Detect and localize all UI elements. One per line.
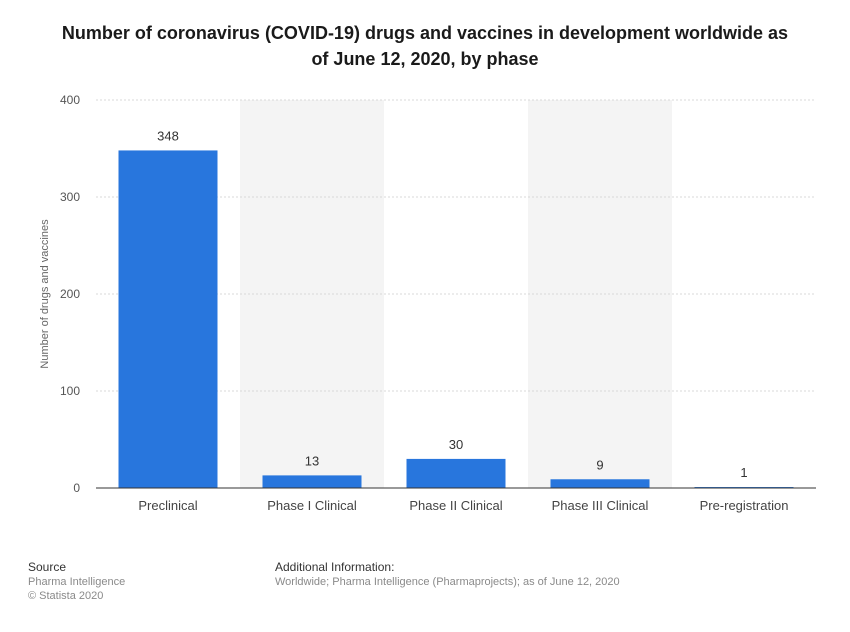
x-tick-label-1: Phase I Clinical — [267, 498, 357, 513]
data-label-0: 348 — [157, 128, 179, 143]
x-tick-label-2: Phase II Clinical — [409, 498, 502, 513]
additional-info-block: Additional Information: Worldwide; Pharm… — [275, 560, 620, 589]
y-tick-label-1: 100 — [60, 384, 80, 398]
bar-1 — [262, 475, 362, 488]
chart-title-line-2: of June 12, 2020, by phase — [311, 49, 539, 69]
y-tick-label-0: 0 — [73, 481, 80, 495]
chart-title-line-1: Number of coronavirus (COVID-19) drugs a… — [61, 23, 789, 43]
source-line-2: © Statista 2020 — [28, 590, 104, 602]
y-tick-label-2: 200 — [60, 287, 80, 301]
y-axis-label: Number of drugs and vaccines — [39, 219, 51, 369]
additional-info-heading: Additional Information: — [275, 560, 395, 574]
data-label-1: 13 — [305, 453, 319, 468]
bar-2 — [406, 458, 506, 488]
data-label-4: 1 — [740, 465, 747, 480]
source-line-1: Pharma Intelligence — [28, 576, 126, 588]
source-heading: Source — [28, 560, 67, 574]
y-tick-label-3: 300 — [60, 190, 80, 204]
x-tick-label-0: Preclinical — [138, 498, 197, 513]
additional-info-text: Worldwide; Pharma Intelligence (Pharmapr… — [275, 576, 620, 588]
y-tick-label-4: 400 — [60, 93, 80, 107]
x-tick-label-3: Phase III Clinical — [552, 498, 649, 513]
bar-3 — [550, 479, 650, 488]
data-label-2: 30 — [449, 437, 463, 452]
source-block: Source Pharma Intelligence © Statista 20… — [28, 560, 125, 603]
chart-title: Number of coronavirus (COVID-19) drugs a… — [40, 20, 810, 72]
bar-0 — [118, 150, 218, 488]
data-label-3: 9 — [596, 457, 603, 472]
bar-chart: 0 100 200 300 400 Number of drugs and vaccine… — [39, 93, 816, 513]
x-tick-label-4: Pre-registration — [700, 498, 789, 513]
